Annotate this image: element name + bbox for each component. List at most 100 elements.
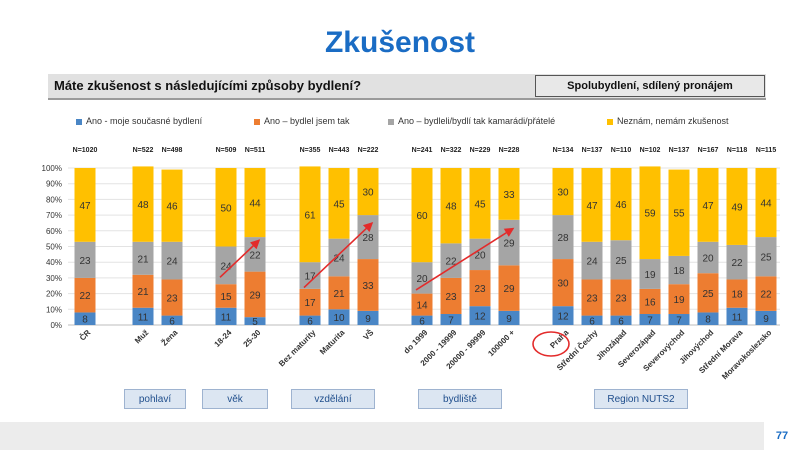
legend-label: Neznám, nemám zkušenost [617,116,729,126]
bar-segment [440,243,462,278]
data-label: 30 [557,279,569,290]
data-label: 59 [644,209,656,220]
data-label: 44 [249,199,261,210]
data-label: 7 [676,316,682,327]
legend-swatch [388,118,394,125]
y-tick-label: 40% [46,258,62,267]
bar-segment [552,306,574,325]
data-label: 22 [249,250,261,261]
n-label: N=102 [640,147,661,154]
group-button-region[interactable]: Region NUTS2 [594,389,688,409]
data-label: 48 [137,200,149,211]
n-label: N=511 [245,147,266,154]
data-label: 15 [220,292,232,303]
data-label: 24 [333,253,345,264]
bar-segment [610,315,632,325]
data-label: 16 [644,297,656,308]
bar-segment [581,241,603,280]
legend-item: Ano – bydleli/bydlí tak kamarádi/přátelé [388,116,555,126]
data-label: 29 [249,290,261,301]
bar-segment [726,307,748,325]
data-label: 20 [416,274,428,285]
data-label: 30 [557,188,569,199]
n-label: N=498 [162,147,183,154]
bar-segment [215,284,237,308]
data-label: 7 [448,316,454,327]
data-label: 24 [166,257,178,268]
bar-segment [697,168,719,242]
bar-segment [581,168,603,242]
n-label: N=355 [300,147,321,154]
category-label: 25-30 [242,328,263,349]
data-label: 6 [618,316,624,327]
group-button-vek[interactable]: věk [202,389,268,409]
chart-legend: Ano - moje současné bydlení Ano – bydlel… [0,116,800,130]
data-label: 46 [166,202,178,213]
legend-label: Ano - moje současné bydlení [86,116,203,126]
data-label: 6 [169,316,175,327]
bar-segment [161,279,183,316]
data-label: 48 [445,202,457,213]
bar-segment [132,166,154,242]
data-label: 12 [557,312,569,323]
legend-item: Ano – bydlel jsem tak [254,116,350,126]
y-tick-label: 20% [46,290,62,299]
legend-item: Neznám, nemám zkušenost [607,116,729,126]
bar-segment [299,262,321,289]
data-label: 28 [557,233,569,244]
data-label: 23 [474,284,486,295]
n-label: N=137 [582,147,603,154]
bar-segment [581,315,603,325]
legend-item: Ano - moje současné bydlení [76,116,202,126]
data-label: 17 [304,298,316,309]
bar-segment [552,168,574,216]
n-label: N=229 [470,147,491,154]
group-button-bydliste[interactable]: bydliště [418,389,502,409]
bar-segment [328,238,350,277]
group-button-pohlavi[interactable]: pohlaví [124,389,186,409]
bar-segment [668,255,690,285]
bar-segment [161,315,183,325]
category-label: Bez maturity [277,328,318,369]
bar-segment [755,276,777,311]
y-tick-label: 50% [46,243,62,252]
n-label: N=118 [727,147,748,154]
category-label: VŠ [362,328,376,342]
bar-segment [244,317,266,325]
bar-segment [215,307,237,325]
n-label: N=137 [669,147,690,154]
question-bar: Máte zkušenost s následujícími způsoby b… [48,74,766,100]
bar-segment [639,288,661,315]
data-label: 12 [474,312,486,323]
bar-segment [639,166,661,260]
bar-segment [161,241,183,280]
data-label: 20 [474,250,486,261]
bar-segment [328,276,350,310]
data-label: 11 [138,312,149,323]
data-label: 46 [615,200,627,211]
bar-segment [357,310,379,325]
bar-segment [581,279,603,316]
data-label: 19 [673,295,685,306]
bar-segment [469,306,491,325]
data-label: 9 [506,314,512,325]
bar-segment [244,271,266,318]
bar-segment [639,259,661,289]
data-label: 61 [304,210,316,221]
data-label: 19 [644,270,656,281]
bar-segment [411,168,433,263]
category-label: ČR [78,328,93,343]
group-button-vzdelani[interactable]: vzdělání [291,389,375,409]
category-label: Žena [160,328,180,348]
data-label: 45 [474,199,486,210]
n-label: N=115 [756,147,777,154]
data-label: 23 [445,292,457,303]
category-label: Moravskoslezsko [720,328,773,381]
data-label: 60 [416,211,428,222]
category-label: 18-24 [213,328,234,349]
bar-segment [726,168,748,245]
data-label: 25 [615,256,627,267]
bar-segment [498,265,520,311]
question-text: Máte zkušenost s následujícími způsoby b… [54,78,362,93]
legend-label: Ano – bydlel jsem tak [264,116,350,126]
